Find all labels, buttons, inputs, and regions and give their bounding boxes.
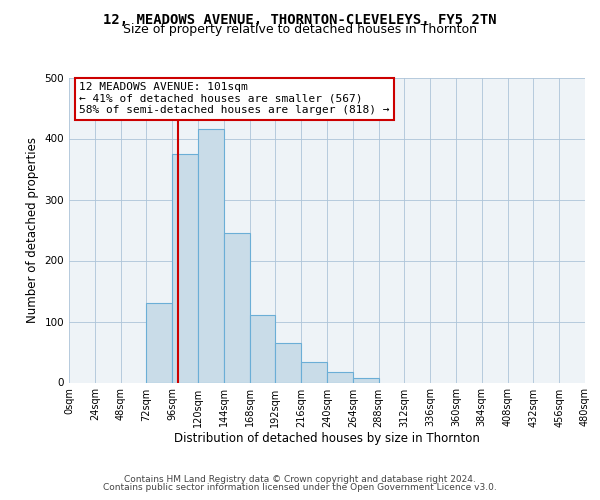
Bar	[250, 316, 275, 382]
Bar	[327, 372, 353, 382]
X-axis label: Distribution of detached houses by size in Thornton: Distribution of detached houses by size …	[174, 432, 480, 445]
Bar	[301, 362, 327, 382]
Bar	[353, 378, 379, 382]
Bar	[275, 343, 301, 382]
Text: 12, MEADOWS AVENUE, THORNTON-CLEVELEYS, FY5 2TN: 12, MEADOWS AVENUE, THORNTON-CLEVELEYS, …	[103, 12, 497, 26]
Bar	[224, 233, 250, 382]
Text: Contains public sector information licensed under the Open Government Licence v3: Contains public sector information licen…	[103, 483, 497, 492]
Text: 12 MEADOWS AVENUE: 101sqm
← 41% of detached houses are smaller (567)
58% of semi: 12 MEADOWS AVENUE: 101sqm ← 41% of detac…	[79, 82, 390, 116]
Bar	[146, 303, 172, 382]
Text: Contains HM Land Registry data © Crown copyright and database right 2024.: Contains HM Land Registry data © Crown c…	[124, 475, 476, 484]
Bar	[198, 130, 224, 382]
Y-axis label: Number of detached properties: Number of detached properties	[26, 137, 39, 323]
Text: Size of property relative to detached houses in Thornton: Size of property relative to detached ho…	[123, 22, 477, 36]
Bar	[172, 154, 198, 382]
